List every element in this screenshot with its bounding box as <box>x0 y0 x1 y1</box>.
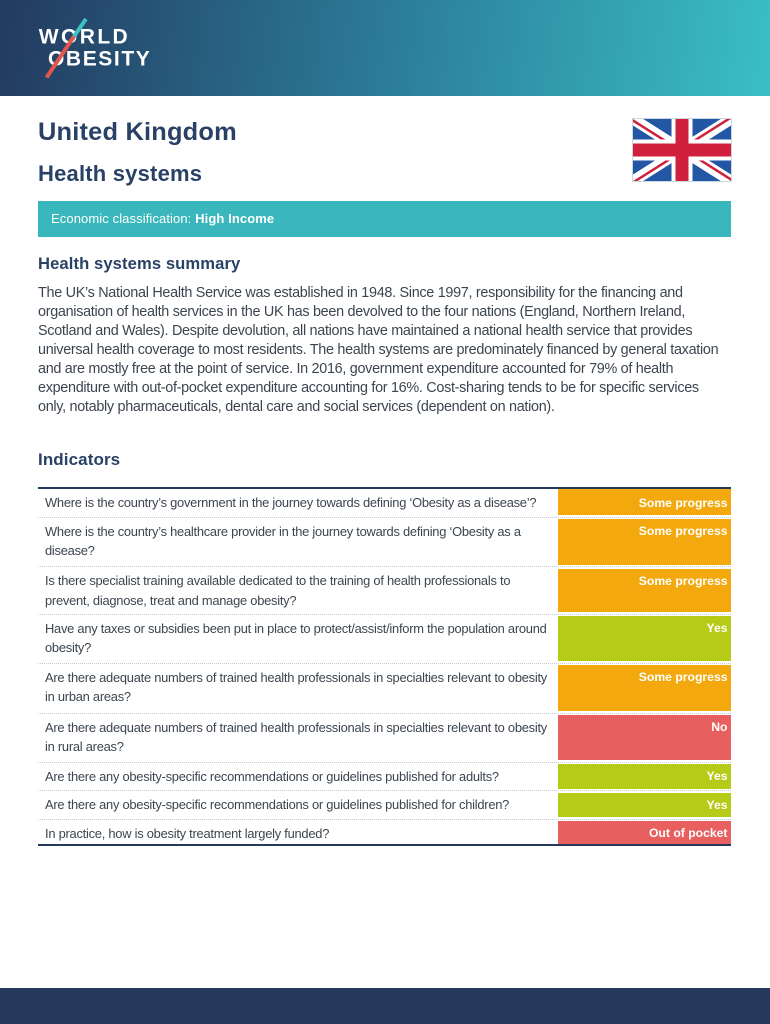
svg-text:OBESITY: OBESITY <box>48 47 151 70</box>
svg-text:WORLD: WORLD <box>39 26 130 49</box>
